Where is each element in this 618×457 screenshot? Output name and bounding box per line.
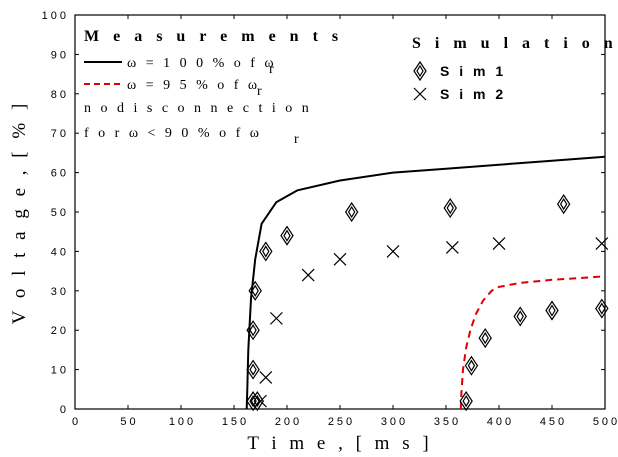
legend-line2-subscript: r: [257, 84, 265, 99]
measurements-legend-title: M e a s u r e m e n t s: [84, 28, 343, 45]
y-tick-label: 80: [51, 89, 69, 101]
x-tick-label: 50: [120, 416, 138, 428]
legend-note-line1: n o d i s c o n n e c t i o n: [84, 101, 312, 116]
y-tick-label: 50: [51, 207, 69, 219]
legend-sim2-label: S i m 2: [440, 86, 506, 102]
sim1-marker: [280, 225, 294, 246]
sim2-marker: [333, 252, 347, 266]
sim2-marker: [269, 311, 283, 325]
simulations-legend-title: S i m u l a t i o n s: [412, 35, 618, 52]
sim2-marker: [386, 244, 400, 258]
axis-ticks: 0 50 100 150 200 250 300 350 400 450 500 0 10 20 30 40 5…: [42, 10, 618, 428]
y-tick-label: 0: [60, 404, 69, 416]
y-tick-label: 10: [51, 365, 69, 377]
y-tick-label: 70: [51, 128, 69, 140]
sim2-marker: [259, 371, 273, 384]
series-line-1: [245, 155, 606, 410]
plot-frame: [74, 14, 606, 410]
sim1-marker: [478, 327, 492, 349]
legend-line1-subscript: r: [269, 62, 277, 77]
sim1-marker: [595, 298, 609, 319]
sim2-marker: [595, 237, 609, 250]
sim1-marker: [246, 359, 260, 380]
simulations-legend: S i m u l a t i o n s S i m 1 S i m 2: [412, 35, 618, 102]
legend-line2-label: ω = 9 5 % o f ω: [127, 78, 260, 93]
x-tick-label: 450: [540, 416, 567, 428]
sim1-marker: [556, 194, 571, 215]
sim1-marker: [250, 391, 265, 412]
x-tick-label: 250: [328, 416, 355, 428]
y-tick-label: 90: [51, 49, 69, 61]
x-tick-label: 0: [72, 416, 81, 428]
legend-sim1-label: S i m 1: [440, 63, 506, 79]
x-tick-label: 500: [593, 416, 618, 428]
legend-diamond-marker: [413, 60, 427, 82]
series-line-2: [459, 275, 606, 410]
y-tick-label: 30: [51, 286, 69, 298]
x-tick-label: 100: [169, 416, 196, 428]
x-tick-label: 400: [487, 416, 514, 428]
x-tick-label: 150: [222, 416, 249, 428]
sim1-marker: [464, 355, 479, 376]
series-layer: [245, 155, 609, 412]
legend-note-subscript: r: [294, 132, 302, 147]
sim1-marker: [545, 300, 559, 321]
y-tick-label: 20: [51, 325, 69, 337]
sim1-marker: [259, 241, 273, 262]
legend-x-marker: [413, 87, 427, 101]
sim2-marker: [445, 241, 459, 254]
x-tick-label: 350: [434, 416, 461, 428]
sim1-marker: [246, 320, 260, 341]
x-tick-label: 300: [381, 416, 408, 428]
sim1-marker: [344, 201, 359, 223]
sim1-marker: [246, 391, 260, 412]
y-tick-label: 100: [42, 10, 69, 22]
sim2-marker: [492, 237, 506, 250]
sim2-marker: [254, 394, 267, 408]
legend-line1-label: ω = 1 0 0 % o f ω: [127, 56, 277, 71]
x-tick-label: 200: [275, 416, 302, 428]
legend-note-line2: f o r ω < 9 0 % o f ω: [84, 126, 262, 141]
x-axis-label: T i m e , [ m s ]: [247, 433, 432, 454]
y-axis-label: V o l t a g e , [ % ]: [9, 100, 30, 325]
plot-area: [74, 14, 606, 410]
sim1-marker: [459, 391, 473, 412]
sim1-marker: [248, 280, 262, 301]
sim2-marker: [301, 268, 315, 282]
sim1-marker: [443, 197, 457, 219]
sim1-marker: [513, 306, 527, 327]
y-tick-label: 40: [51, 246, 69, 258]
y-tick-label: 60: [51, 168, 69, 180]
measurements-legend: M e a s u r e m e n t s ω = 1 0 0 % o f …: [84, 28, 343, 147]
